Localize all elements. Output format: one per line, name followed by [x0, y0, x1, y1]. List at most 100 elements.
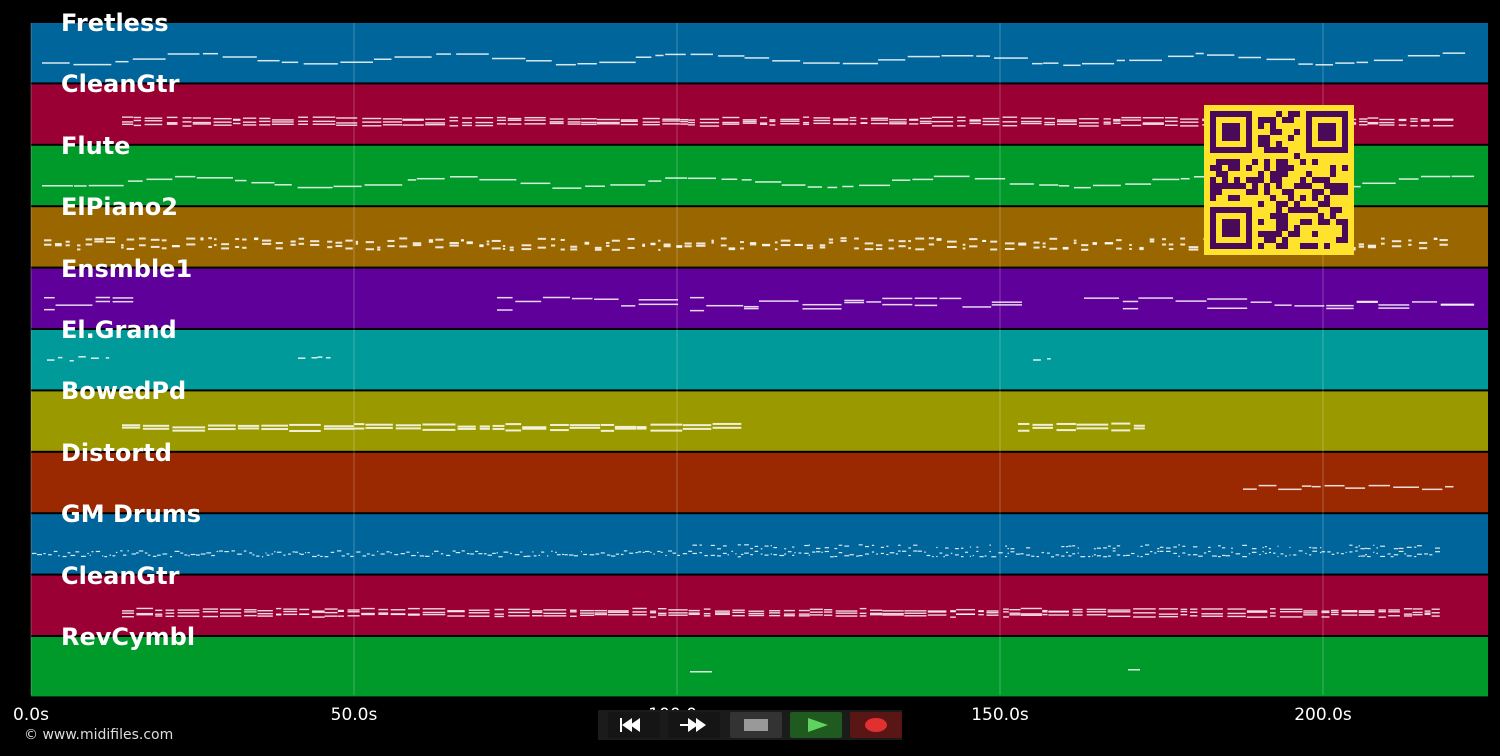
note	[1167, 55, 1194, 58]
note	[1123, 555, 1126, 557]
note	[221, 247, 230, 250]
note	[875, 244, 883, 247]
note	[305, 551, 307, 554]
note	[214, 238, 217, 241]
note	[1264, 546, 1267, 548]
note	[994, 57, 1028, 59]
record-button[interactable]	[850, 712, 902, 738]
note	[991, 301, 1022, 303]
note	[1009, 614, 1021, 616]
note	[1043, 62, 1059, 64]
note	[1010, 548, 1015, 550]
note	[828, 241, 834, 244]
note	[1270, 612, 1276, 614]
note	[109, 554, 112, 556]
note	[283, 554, 286, 556]
note	[712, 426, 742, 429]
note	[1036, 555, 1040, 558]
note	[510, 552, 512, 555]
note	[532, 551, 534, 553]
note	[1242, 544, 1248, 546]
note	[165, 612, 175, 614]
note	[1207, 307, 1248, 310]
note	[324, 611, 338, 614]
note	[1058, 185, 1070, 187]
note	[468, 612, 490, 614]
note	[969, 245, 978, 248]
note	[138, 244, 146, 247]
note	[1398, 547, 1404, 549]
stop-button[interactable]	[730, 712, 782, 738]
note	[126, 247, 135, 250]
note	[915, 237, 925, 240]
note	[283, 610, 298, 613]
note	[908, 547, 911, 549]
note	[672, 552, 676, 554]
note	[449, 244, 459, 247]
qr-code-icon[interactable]	[1204, 105, 1354, 255]
note	[600, 552, 605, 554]
track-name: CleanGtr	[61, 70, 180, 99]
note	[382, 124, 402, 126]
note	[1077, 552, 1079, 554]
play-button[interactable]	[790, 712, 842, 738]
note	[208, 237, 212, 240]
note	[699, 125, 720, 127]
play-icon	[808, 718, 828, 732]
note	[969, 238, 978, 241]
note	[1046, 552, 1050, 554]
note	[48, 554, 52, 556]
note	[165, 615, 175, 618]
note	[356, 551, 361, 553]
note	[44, 308, 55, 311]
note	[44, 239, 52, 242]
note	[297, 186, 333, 189]
note	[882, 610, 904, 612]
note	[262, 556, 264, 558]
note	[362, 555, 367, 557]
note	[202, 608, 219, 610]
note	[838, 544, 843, 546]
note	[696, 242, 706, 245]
note	[858, 554, 863, 557]
note	[933, 175, 970, 178]
note	[262, 242, 272, 245]
note	[1086, 614, 1107, 616]
note	[580, 550, 582, 553]
note	[105, 357, 110, 359]
note	[366, 553, 370, 555]
note	[271, 121, 294, 123]
stop-icon	[744, 719, 768, 731]
note	[1076, 423, 1109, 426]
rewind-button[interactable]	[608, 712, 660, 738]
note	[1162, 238, 1166, 241]
note	[1378, 307, 1410, 309]
note	[1116, 545, 1121, 547]
note	[1442, 52, 1466, 54]
note	[1422, 488, 1443, 491]
note	[632, 614, 647, 616]
note	[1020, 613, 1042, 615]
note	[1227, 615, 1246, 618]
note	[407, 179, 417, 181]
note	[950, 552, 953, 554]
note	[73, 63, 112, 66]
note	[1248, 553, 1251, 555]
note	[122, 616, 134, 618]
fast-forward-button[interactable]	[668, 712, 720, 738]
note	[377, 248, 381, 251]
note	[146, 178, 173, 181]
note	[502, 247, 506, 250]
note	[1154, 552, 1157, 554]
note	[422, 428, 456, 431]
note	[769, 120, 776, 123]
note	[1116, 554, 1121, 556]
note	[610, 555, 616, 557]
note	[809, 611, 823, 613]
note	[976, 55, 990, 57]
note	[662, 118, 680, 120]
note	[1222, 547, 1226, 549]
note	[663, 243, 671, 246]
note	[1408, 243, 1412, 246]
note	[682, 427, 712, 430]
